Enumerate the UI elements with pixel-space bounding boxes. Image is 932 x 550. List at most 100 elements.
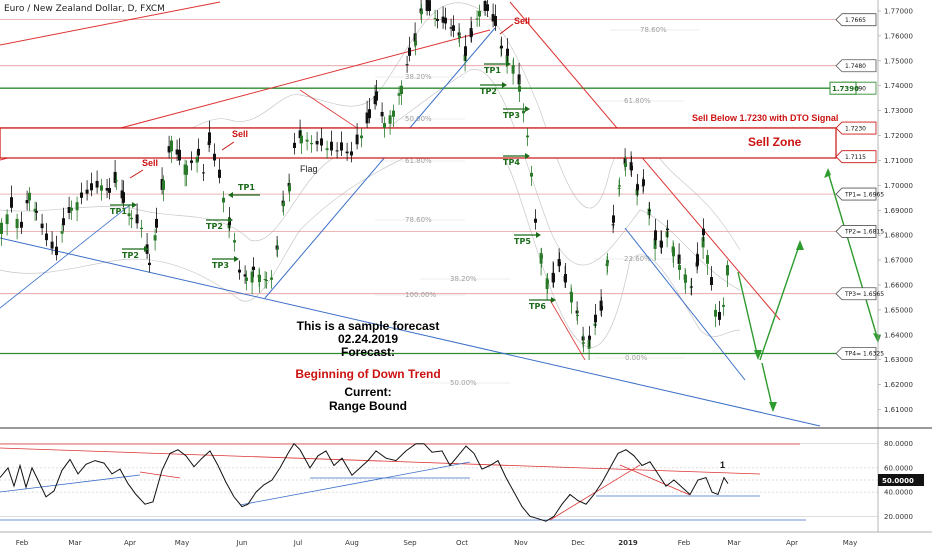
tp-marker: TP3 — [503, 106, 530, 120]
candle-body — [464, 46, 467, 56]
candle-body — [28, 192, 31, 201]
candle — [315, 131, 319, 152]
sell-zone-label: Sell Zone — [748, 135, 802, 149]
candle-body — [564, 274, 567, 283]
time-tick-label: Aug — [345, 539, 359, 547]
candle-body — [298, 130, 302, 139]
candle-body — [517, 74, 521, 85]
candle — [175, 139, 179, 162]
candle-body — [678, 265, 681, 270]
price-tick-label: 1.65000 — [884, 306, 913, 314]
candle-body — [127, 213, 131, 217]
candle-body — [310, 143, 313, 145]
sell-below-label: Sell Below 1.7230 with DTO Signal — [692, 113, 838, 123]
candle — [62, 207, 65, 232]
candle — [80, 182, 83, 205]
candle-body — [195, 156, 199, 163]
forecast-line-6: Range Bound — [329, 399, 407, 413]
sell-label-3: Sell — [514, 16, 530, 26]
candle-body — [270, 277, 273, 280]
candle — [654, 218, 657, 246]
candle-body — [320, 138, 323, 146]
candle-body — [405, 64, 409, 66]
candle-body — [534, 218, 537, 223]
candle — [624, 156, 627, 177]
time-tick-label: Jul — [293, 539, 303, 547]
candle — [726, 260, 729, 288]
candle-body — [475, 18, 479, 20]
candle — [714, 303, 717, 328]
candle — [666, 219, 669, 238]
candle-body — [624, 162, 627, 167]
tp-marker: TP2 — [206, 217, 233, 231]
callout-label: 1.7115 — [845, 154, 866, 161]
time-tick-label: Feb — [16, 539, 29, 547]
candle — [576, 307, 579, 325]
time-tick-label: May — [175, 539, 189, 547]
candle-body — [162, 180, 165, 190]
candle — [710, 266, 713, 291]
candle — [265, 271, 268, 289]
arrowhead-3 — [769, 402, 777, 412]
candle-body — [433, 17, 437, 19]
tp-arrow-head — [525, 106, 530, 112]
candle-body — [526, 135, 529, 138]
candle-body — [500, 45, 503, 49]
candle-body — [340, 142, 343, 151]
candle-body — [642, 179, 645, 186]
candle — [35, 202, 38, 221]
osc-tick-label: 80.0000 — [884, 440, 913, 448]
price-tick-label: 1.69000 — [884, 207, 913, 215]
candle-body — [576, 314, 579, 317]
candle-body — [282, 202, 285, 207]
candle-body — [558, 261, 561, 266]
candle-body — [470, 31, 473, 36]
candle-body — [153, 235, 157, 241]
tp-arrow-head — [551, 297, 556, 303]
candle-body — [105, 188, 109, 191]
forecast-line-2: 02.24.2019 — [338, 332, 398, 346]
candle-body — [70, 207, 73, 211]
time-tick-label: Mar — [68, 539, 81, 547]
candle-body — [293, 142, 296, 148]
callout-label: TP2= 1.6815 — [844, 229, 884, 236]
candle-body — [518, 85, 521, 92]
osc-tick-label: 20.0000 — [884, 513, 913, 521]
candle — [222, 191, 225, 213]
candle — [722, 297, 725, 316]
tp-marker: TP2 — [480, 82, 507, 96]
candle — [122, 180, 125, 208]
candle — [50, 231, 54, 255]
candle-body — [388, 115, 392, 124]
osc-tick-label: 40.0000 — [884, 489, 913, 497]
candle — [0, 218, 3, 246]
candle — [365, 100, 369, 128]
candle — [28, 187, 31, 212]
candle-body — [305, 139, 309, 142]
candle — [470, 21, 473, 43]
candle-body — [300, 135, 303, 144]
sell-arrow-1 — [221, 141, 235, 151]
candle — [335, 142, 339, 159]
candle-body — [197, 148, 200, 156]
candle — [684, 269, 687, 294]
tp-label: TP5 — [514, 237, 531, 246]
candle — [355, 123, 359, 150]
candle — [526, 127, 529, 147]
candle — [388, 109, 392, 135]
price-tick-label: 1.74000 — [884, 82, 913, 90]
level-1739-axis-box — [829, 81, 857, 95]
candle — [606, 252, 609, 273]
candle-body — [243, 274, 247, 277]
candle — [648, 201, 651, 219]
price-tick-label: 1.68000 — [884, 232, 913, 240]
osc-current-box — [878, 474, 924, 486]
tp-arrow-head — [132, 202, 137, 208]
callout-label: 1.7480 — [845, 63, 866, 70]
candle — [167, 135, 171, 159]
candle-body — [40, 223, 44, 229]
callout-label: 1.7665 — [845, 17, 866, 24]
price-callout: TP2= 1.6815 — [835, 225, 884, 238]
blue-short-trendline-1 — [0, 204, 131, 309]
candle-body — [185, 165, 188, 175]
